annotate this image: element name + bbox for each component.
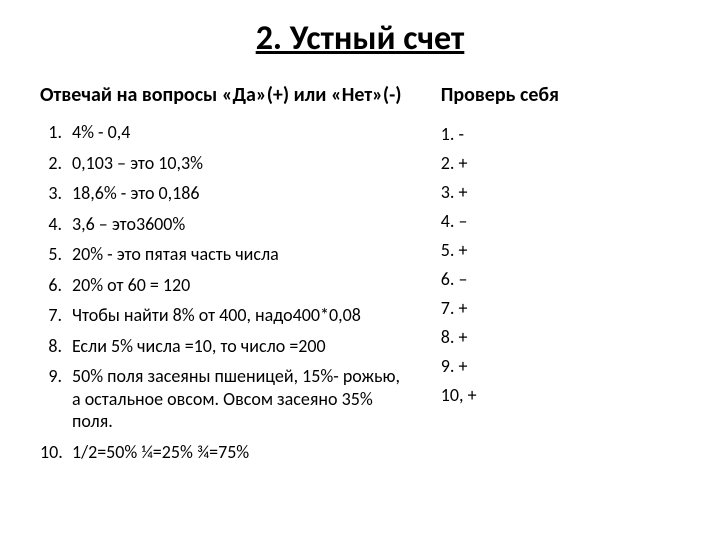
question-item: 9. 50% поля засеяны пшеницей, 15%- рожью… <box>40 365 411 433</box>
question-item: 4. 3,6 – это3600% <box>40 213 411 236</box>
question-number: 7. <box>40 304 72 327</box>
content-columns: Отвечай на вопросы «Да»(+) или «Нет»(-) … <box>40 83 680 471</box>
question-item: 10. 1/2=50% ¼=25% ¾=75% <box>40 441 411 464</box>
answer-item: 4. – <box>441 210 680 232</box>
question-item: 2. 0,103 – это 10,3% <box>40 152 411 175</box>
question-item: 7. Чтобы найти 8% от 400, надо400*0,08 <box>40 304 411 327</box>
question-number: 10. <box>40 441 72 464</box>
question-text: 18,6% - это 0,186 <box>72 182 411 205</box>
answers-column: Проверь себя 1. - 2. + 3. + 4. – 5. + 6.… <box>431 83 680 471</box>
question-item: 8. Если 5% числа =10, то число =200 <box>40 335 411 358</box>
question-item: 3. 18,6% - это 0,186 <box>40 182 411 205</box>
question-number: 9. <box>40 365 72 433</box>
questions-heading: Отвечай на вопросы «Да»(+) или «Нет»(-) <box>40 83 411 107</box>
question-text: 4% - 0,4 <box>72 121 411 144</box>
answer-item: 8. + <box>441 326 680 348</box>
question-text: Чтобы найти 8% от 400, надо400*0,08 <box>72 304 411 327</box>
questions-column: Отвечай на вопросы «Да»(+) или «Нет»(-) … <box>40 83 411 471</box>
answer-item: 1. - <box>441 123 680 145</box>
answer-item: 7. + <box>441 297 680 319</box>
question-text: 50% поля засеяны пшеницей, 15%- рожью, а… <box>72 365 411 433</box>
question-number: 8. <box>40 335 72 358</box>
question-number: 3. <box>40 182 72 205</box>
answer-item: 9. + <box>441 355 680 377</box>
question-item: 6. 20% от 60 = 120 <box>40 274 411 297</box>
answer-item: 3. + <box>441 181 680 203</box>
question-text: 20% от 60 = 120 <box>72 274 411 297</box>
answers-heading: Проверь себя <box>441 83 680 107</box>
question-item: 1. 4% - 0,4 <box>40 121 411 144</box>
question-item: 5. 20% - это пятая часть числа <box>40 243 411 266</box>
question-number: 2. <box>40 152 72 175</box>
answer-item: 6. – <box>441 268 680 290</box>
answer-item: 2. + <box>441 152 680 174</box>
question-text: 0,103 – это 10,3% <box>72 152 411 175</box>
question-number: 6. <box>40 274 72 297</box>
question-number: 1. <box>40 121 72 144</box>
page-title: 2. Устный счет <box>40 18 680 59</box>
answer-item: 5. + <box>441 239 680 261</box>
question-number: 5. <box>40 243 72 266</box>
question-number: 4. <box>40 213 72 236</box>
question-text: 20% - это пятая часть числа <box>72 243 411 266</box>
question-text: Если 5% числа =10, то число =200 <box>72 335 411 358</box>
answer-item: 10, + <box>441 384 680 406</box>
question-text: 1/2=50% ¼=25% ¾=75% <box>72 441 411 464</box>
question-text: 3,6 – это3600% <box>72 213 411 236</box>
